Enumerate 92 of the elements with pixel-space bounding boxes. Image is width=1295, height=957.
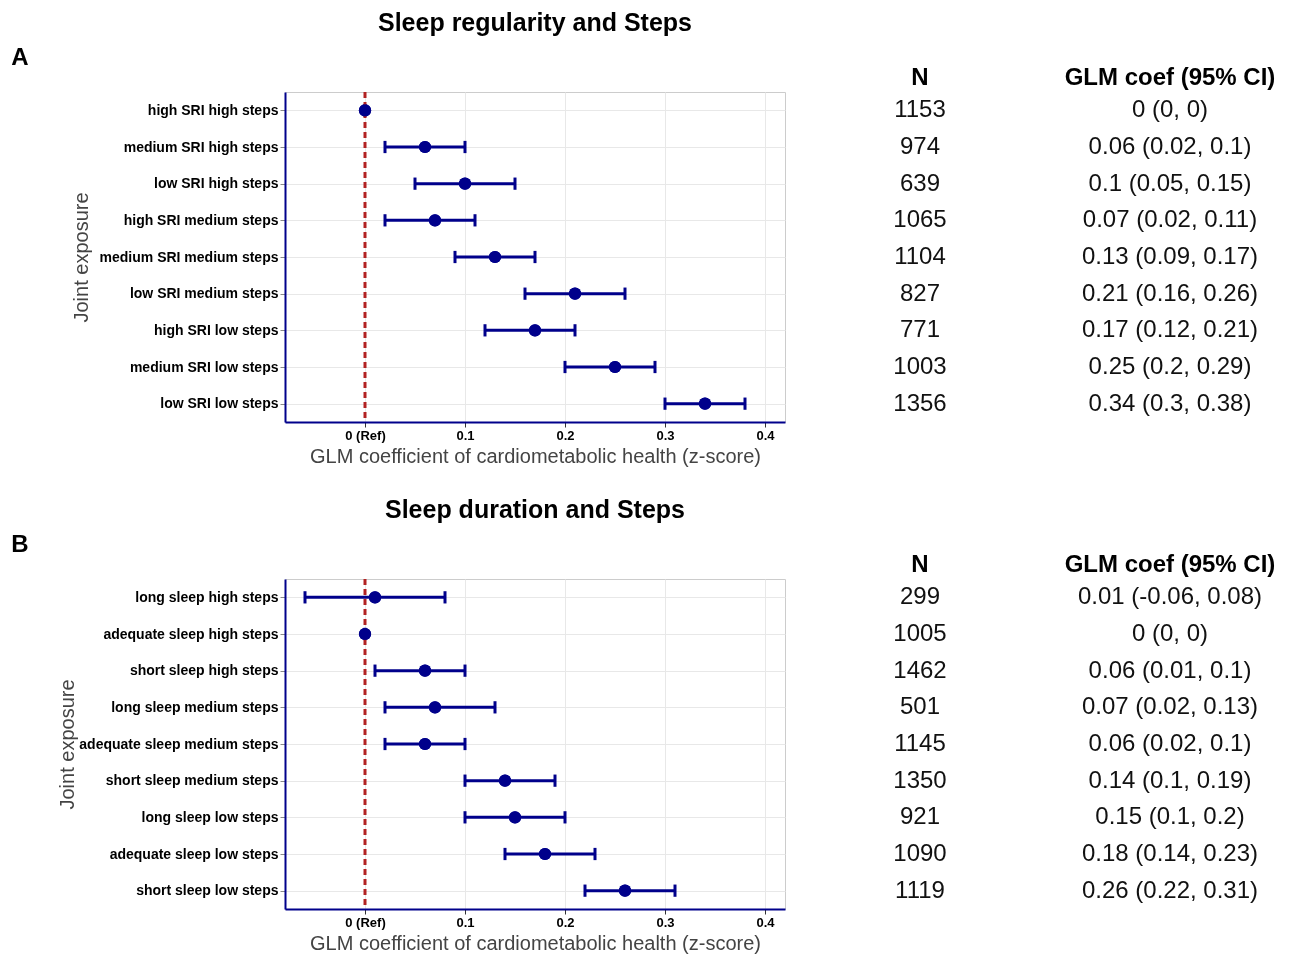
text: 1090 [893, 839, 947, 866]
point [538, 847, 552, 861]
text: GLM coef (95% CI) [1064, 550, 1276, 577]
text: N [911, 63, 929, 90]
point [608, 360, 622, 374]
y-axis-title: Joint exposure [69, 192, 92, 323]
text: 0.21 (0.16, 0.26) [1081, 278, 1259, 306]
y-tick-label: medium SRI low steps [129, 358, 279, 375]
point [418, 664, 432, 677]
text: 771 [899, 315, 941, 343]
text: B [11, 530, 29, 557]
text: 0.07 (0.02, 0.13) [1081, 692, 1259, 720]
text: 501 [899, 692, 941, 720]
text: 299 [899, 582, 941, 610]
y-tick-label: high SRI high steps [147, 101, 279, 118]
text: 1462 [893, 655, 947, 683]
y-axis-title: Joint exposure [55, 679, 78, 810]
x-axis-title: GLM coefficient of cardiometabolic health (z-score) [310, 444, 761, 467]
text: 0.06 (0.01, 0.1) [1088, 655, 1252, 683]
chart-title: Sleep duration and Steps [384, 495, 686, 523]
point [498, 774, 512, 787]
text: 1356 [893, 388, 947, 416]
x-tick-label: 0.2 [556, 427, 575, 443]
text: 0.15 (0.1, 0.2) [1095, 802, 1245, 830]
text: 1065 [893, 205, 947, 233]
point [698, 397, 712, 410]
text: 1350 [893, 765, 947, 793]
point [428, 214, 442, 227]
text: 639 [899, 168, 941, 196]
y-tick-label: medium SRI medium steps [99, 248, 279, 265]
text: 1005 [893, 619, 947, 646]
text: N [911, 550, 929, 577]
text: 0.01 (-0.06, 0.08) [1077, 582, 1263, 610]
y-tick-label: adequate sleep high steps [103, 625, 279, 642]
point [418, 140, 432, 154]
text: 0.13 (0.09, 0.17) [1081, 242, 1259, 269]
point [528, 324, 542, 337]
x-tick-label: 0.1 [456, 914, 475, 930]
x-tick-label: 0 (Ref) [345, 427, 386, 443]
text: 0.1 (0.05, 0.15) [1088, 168, 1252, 196]
text: 1104 [894, 242, 946, 269]
x-tick-label: 0 (Ref) [345, 914, 386, 930]
point [368, 591, 382, 604]
text: 827 [899, 278, 941, 306]
x-tick-label: 0.2 [556, 914, 575, 930]
text: 0.14 (0.1, 0.19) [1088, 765, 1252, 793]
text: 0.25 (0.2, 0.29) [1088, 352, 1252, 379]
y-tick-label: long sleep medium steps [111, 698, 279, 715]
text: 1145 [894, 729, 946, 756]
text: 0.07 (0.02, 0.11) [1082, 205, 1258, 233]
text: 1003 [893, 352, 947, 379]
y-tick-label: short sleep high steps [129, 662, 279, 679]
y-tick-label: high SRI low steps [154, 321, 279, 338]
text: 0.17 (0.12, 0.21) [1081, 315, 1259, 343]
text: 0.18 (0.14, 0.23) [1081, 839, 1259, 866]
text: 0.06 (0.02, 0.1) [1088, 729, 1252, 756]
x-tick-label: 0.4 [756, 914, 776, 930]
y-tick-label: short sleep medium steps [105, 772, 279, 789]
text: 0.06 (0.02, 0.1) [1088, 132, 1252, 159]
point [458, 177, 472, 190]
text: 0 (0, 0) [1131, 619, 1209, 646]
y-tick-label: low SRI high steps [154, 175, 279, 192]
text: 1119 [895, 875, 945, 903]
text: 921 [899, 802, 941, 830]
text: 974 [899, 132, 941, 159]
y-tick-label: high SRI medium steps [123, 211, 279, 228]
point [428, 701, 442, 714]
y-tick-label: long sleep high steps [135, 588, 279, 605]
text: A [11, 43, 29, 70]
y-tick-label: low SRI medium steps [129, 285, 279, 302]
x-tick-label: 0.3 [656, 914, 675, 930]
chart-title: Sleep regularity and Steps [378, 8, 692, 36]
text: 0 (0, 0) [1131, 95, 1209, 123]
point [488, 250, 502, 264]
text: 1153 [894, 95, 946, 123]
y-tick-label: adequate sleep medium steps [79, 735, 279, 752]
y-tick-label: adequate sleep low steps [109, 845, 279, 862]
text: 0.34 (0.3, 0.38) [1088, 388, 1252, 416]
y-tick-label: short sleep low steps [136, 882, 279, 899]
x-tick-label: 0.1 [456, 427, 475, 443]
x-tick-label: 0.4 [756, 427, 776, 443]
point [418, 737, 432, 751]
y-tick-label: medium SRI high steps [123, 138, 279, 155]
point [568, 287, 582, 300]
y-tick-label: low SRI low steps [160, 395, 279, 412]
x-axis-title: GLM coefficient of cardiometabolic health (z-score) [310, 931, 761, 954]
point [508, 811, 522, 824]
text: 0.26 (0.22, 0.31) [1081, 875, 1259, 903]
text: GLM coef (95% CI) [1064, 63, 1276, 90]
x-tick-label: 0.3 [656, 427, 675, 443]
y-tick-label: long sleep low steps [141, 808, 279, 825]
point [618, 884, 632, 897]
